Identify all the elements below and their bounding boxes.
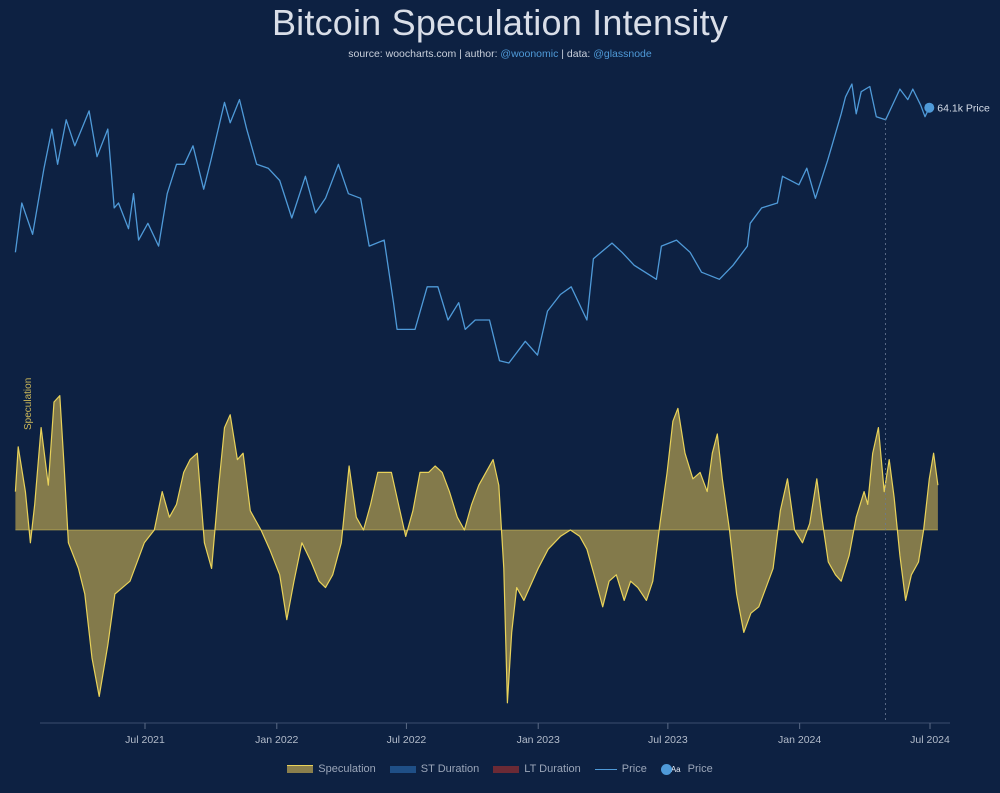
author-link[interactable]: @woonomic	[500, 48, 559, 60]
legend-item-st-duration[interactable]: ST Duration	[389, 763, 480, 775]
last-price-marker[interactable]	[924, 102, 935, 113]
price-swatch	[594, 768, 617, 770]
legend-item-price-marker[interactable]: Aa Price	[660, 763, 713, 775]
legend-label-lt-duration: LT Duration	[524, 763, 581, 775]
x-tick-label: Jan 2024	[778, 734, 821, 746]
price-line	[14, 83, 930, 364]
legend-label-price: Price	[621, 763, 647, 775]
x-tick-label: Jul 2021	[125, 734, 165, 746]
legend-item-lt-duration[interactable]: LT Duration	[493, 763, 581, 775]
x-tick-label: Jul 2024	[910, 734, 950, 746]
price-marker-icon	[660, 763, 672, 775]
source-value[interactable]: woocharts.com	[385, 48, 457, 60]
x-axis: Jul 2021 Jan 2022 Jul 2022 Jan 2023 Jul 2023…	[40, 722, 950, 746]
st-duration-swatch	[389, 765, 416, 773]
chart-title: Bitcoin Speculation Intensity	[271, 2, 729, 43]
lt-duration-swatch	[493, 765, 520, 773]
author-label: | author:	[459, 48, 498, 60]
chart-subtitle: source: woocharts.com | author: @woonomi…	[0, 48, 1000, 60]
y-axis-speculation-label: Speculation	[23, 378, 34, 430]
legend-label-price-marker: Price	[687, 763, 713, 775]
source-label: source:	[348, 48, 383, 60]
x-tick-label: Jul 2022	[387, 734, 427, 746]
speculation-layer	[14, 395, 939, 704]
text-size-icon: Aa	[670, 764, 681, 774]
legend-item-speculation[interactable]: Speculation	[287, 763, 376, 775]
legend-label-speculation: Speculation	[318, 763, 376, 775]
data-label: | data:	[561, 48, 591, 60]
legend-label-st-duration: ST Duration	[420, 763, 480, 775]
x-tick-label: Jan 2023	[517, 734, 560, 746]
x-tick-label: Jul 2023	[648, 734, 688, 746]
data-link[interactable]: @glassnode	[593, 48, 652, 60]
legend: Speculation ST Duration LT Duration Pric…	[0, 763, 1000, 775]
speculation-area	[15, 395, 938, 703]
price-layer	[14, 83, 930, 364]
x-tick-label: Jan 2022	[255, 734, 298, 746]
legend-item-price[interactable]: Price	[594, 763, 647, 775]
last-price-label: 64.1k Price	[937, 103, 990, 115]
speculation-swatch	[287, 765, 314, 773]
speculation-line	[14, 395, 939, 704]
